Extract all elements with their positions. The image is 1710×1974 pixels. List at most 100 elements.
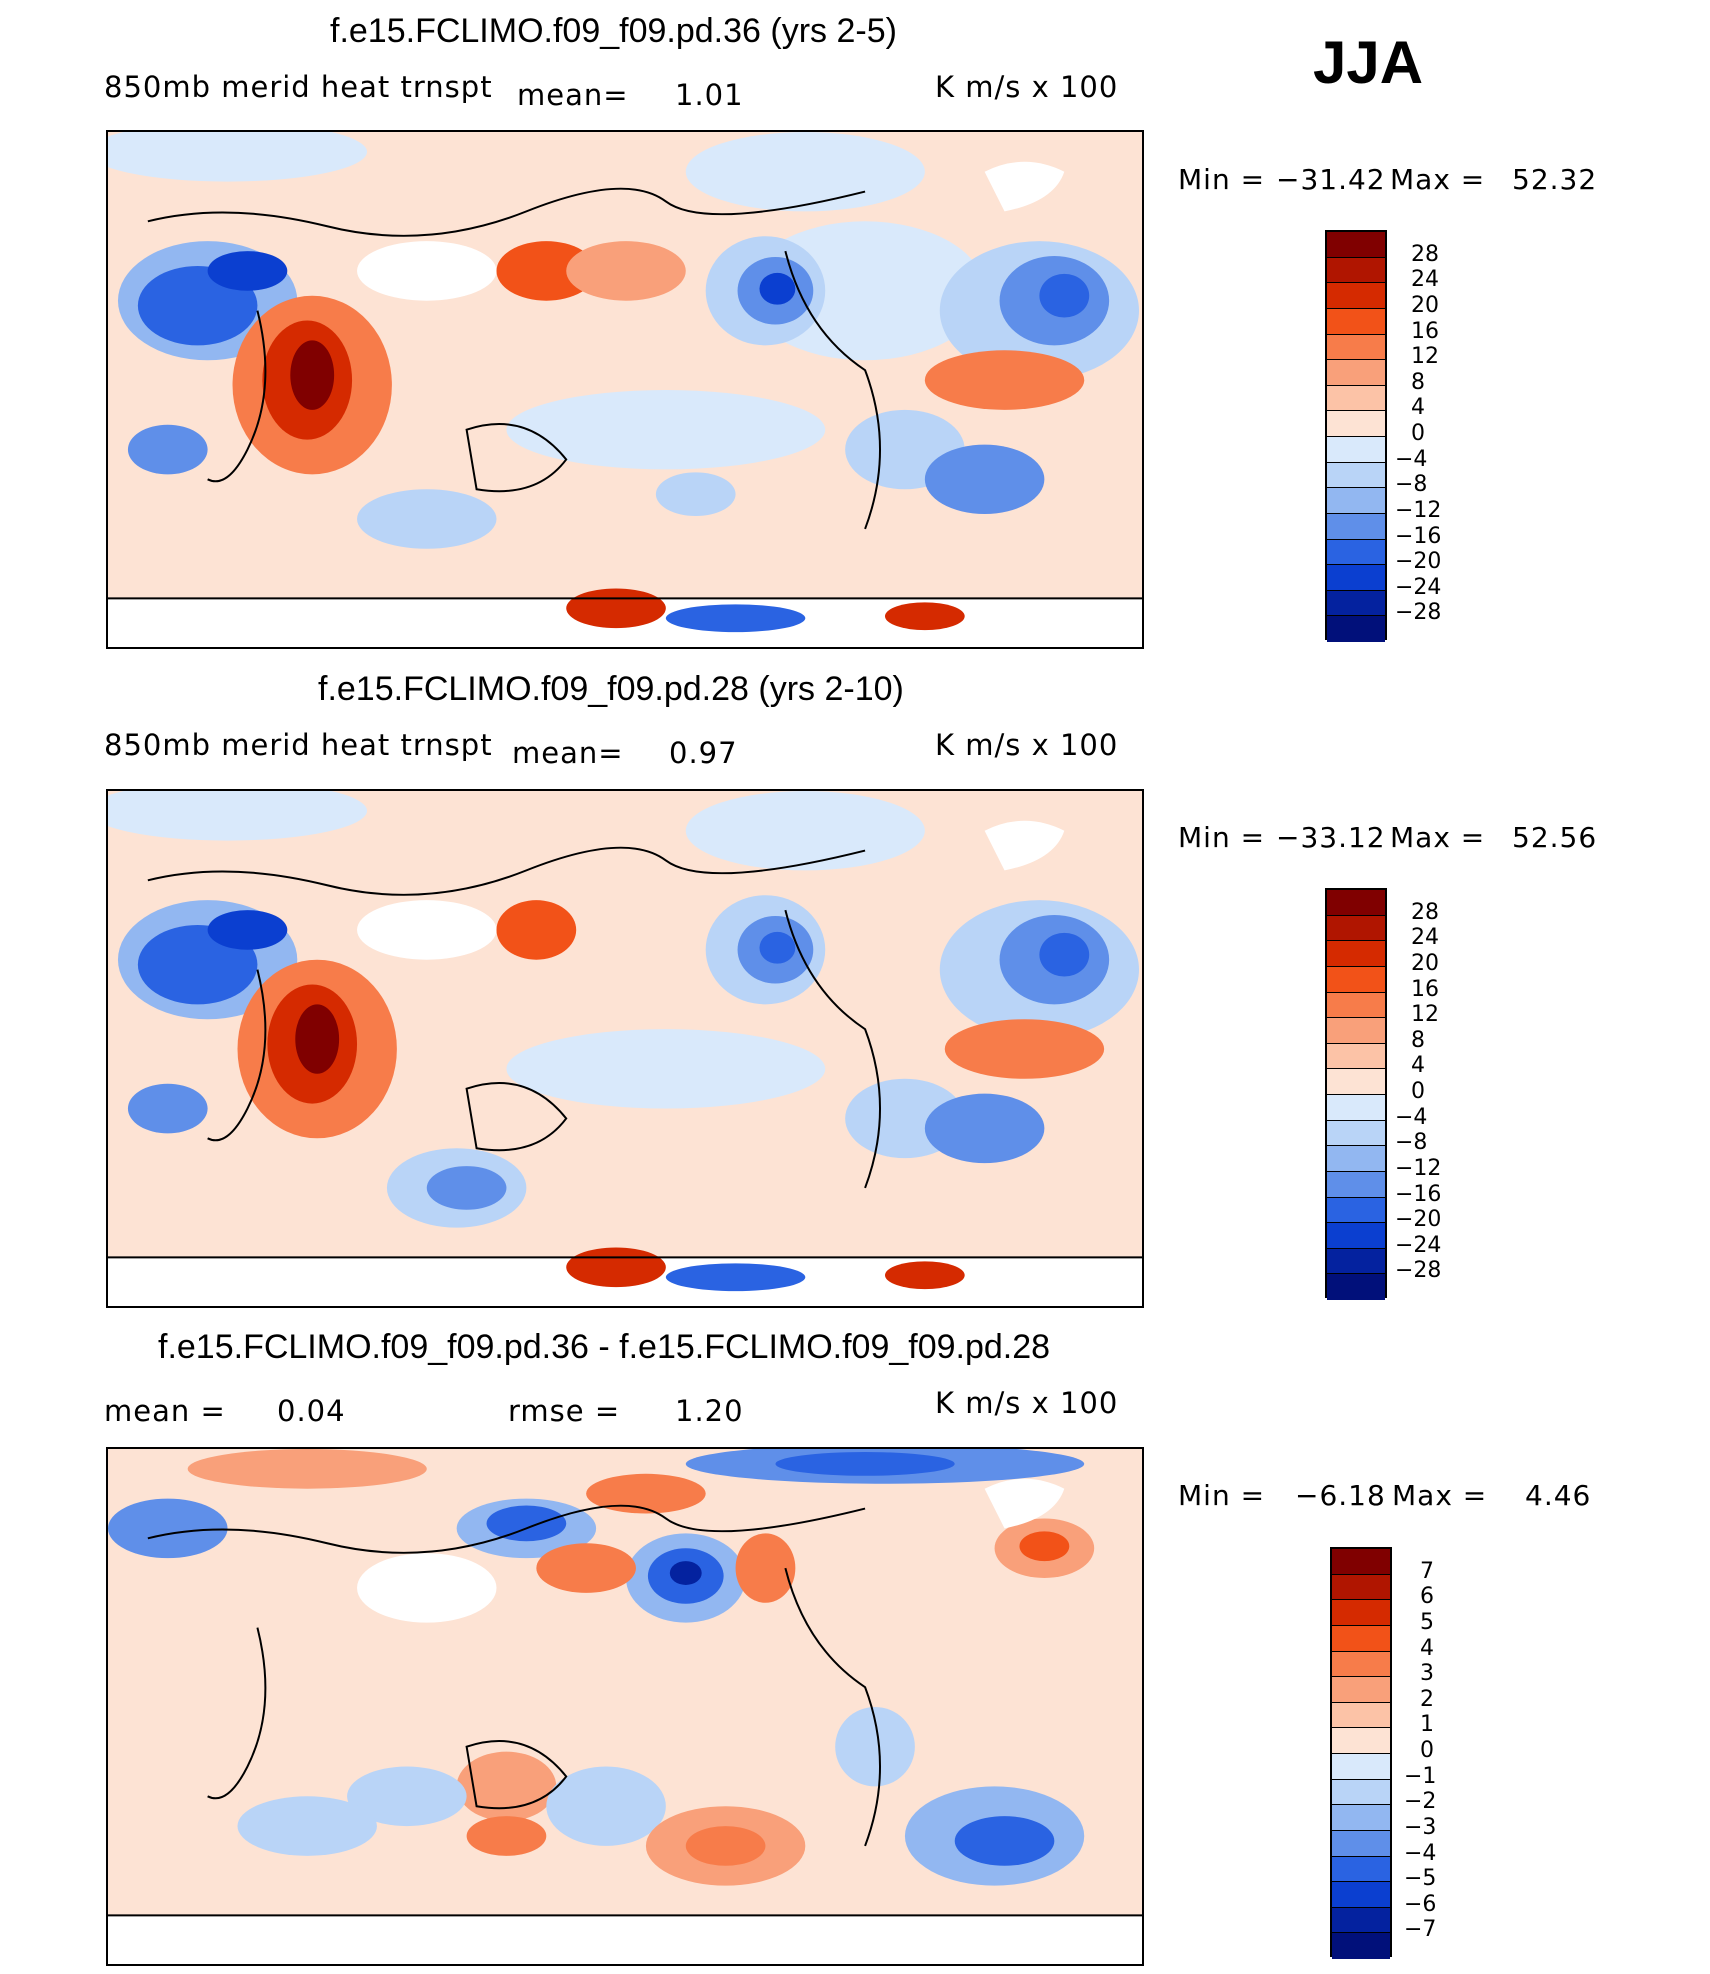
panel2-map xyxy=(106,789,1144,1308)
colorbar-swatch xyxy=(1327,616,1385,642)
colorbar-swatch xyxy=(1327,1095,1385,1121)
colorbar-swatch xyxy=(1332,1754,1390,1780)
colorbar-label: 4 xyxy=(1420,1635,1434,1661)
colorbar-label: 0 xyxy=(1411,1079,1425,1104)
panel1-min-value: −31.42 xyxy=(1276,163,1386,196)
colorbar-label: 0 xyxy=(1411,421,1425,446)
colorbar-swatch xyxy=(1327,890,1385,916)
colorbar-swatch xyxy=(1327,1274,1385,1300)
colorbar-label: 8 xyxy=(1411,1027,1425,1053)
colorbar-swatch xyxy=(1332,1805,1390,1831)
panel2-mean-label: mean= xyxy=(512,736,624,770)
colorbar-label: 7 xyxy=(1420,1558,1434,1584)
panel2-units: K m/s x 100 xyxy=(935,728,1119,762)
panel2-colorbar xyxy=(1325,888,1387,1300)
colorbar-swatch xyxy=(1332,1882,1390,1908)
colorbar-label: 2 xyxy=(1420,1686,1434,1712)
colorbar-swatch xyxy=(1327,941,1385,967)
colorbar-swatch xyxy=(1327,590,1385,617)
colorbar-swatch xyxy=(1327,360,1385,386)
colorbar-label: 20 xyxy=(1411,292,1439,318)
panel1-contour-field xyxy=(108,132,1142,647)
colorbar-swatch xyxy=(1327,1069,1385,1095)
colorbar-label: 28 xyxy=(1411,241,1439,267)
colorbar-label: −2 xyxy=(1404,1789,1437,1815)
panel1-units: K m/s x 100 xyxy=(935,70,1119,104)
panel1-mean-value: 1.01 xyxy=(675,78,744,112)
colorbar-swatch xyxy=(1327,915,1385,942)
panel3-min-value: −6.18 xyxy=(1295,1479,1386,1512)
colorbar-swatch xyxy=(1332,1549,1390,1575)
panel3-rmse-value: 1.20 xyxy=(675,1394,744,1428)
colorbar-swatch xyxy=(1327,462,1385,489)
colorbar-swatch xyxy=(1327,437,1385,463)
colorbar-label: 4 xyxy=(1411,395,1425,421)
colorbar-label: 0 xyxy=(1420,1738,1434,1763)
colorbar-label: 28 xyxy=(1411,899,1439,925)
colorbar-label: −12 xyxy=(1395,1155,1442,1181)
colorbar-swatch xyxy=(1327,1146,1385,1172)
colorbar-swatch xyxy=(1332,1574,1390,1601)
panel3-contour-field xyxy=(108,1449,1142,1964)
colorbar-label: −28 xyxy=(1395,1258,1442,1284)
panel2-min-value: −33.12 xyxy=(1276,821,1386,854)
panel1-variable: 850mb merid heat trnspt xyxy=(104,70,493,104)
panel3-mean-value: 0.04 xyxy=(277,1394,346,1428)
panel3-map xyxy=(106,1447,1144,1966)
colorbar-label: −16 xyxy=(1395,523,1442,549)
panel3-title: f.e15.FCLIMO.f09_f09.pd.36 - f.e15.FCLIM… xyxy=(158,1328,1051,1366)
colorbar-swatch xyxy=(1327,385,1385,412)
colorbar-label: −3 xyxy=(1404,1814,1437,1840)
colorbar-label: −5 xyxy=(1404,1866,1437,1892)
season-label: JJA xyxy=(1313,29,1424,96)
colorbar-label: 12 xyxy=(1411,1002,1439,1028)
colorbar-label: 6 xyxy=(1420,1584,1434,1610)
colorbar-label: −4 xyxy=(1404,1840,1437,1866)
panel3-rmse-label: rmse = xyxy=(508,1394,621,1428)
panel1-max-value: 52.32 xyxy=(1512,163,1598,196)
colorbar-swatch xyxy=(1327,1171,1385,1198)
colorbar-swatch xyxy=(1327,488,1385,514)
colorbar-swatch xyxy=(1327,283,1385,309)
colorbar-swatch xyxy=(1327,513,1385,540)
panel2-min-label: Min = xyxy=(1178,821,1266,854)
colorbar-swatch xyxy=(1332,1779,1390,1806)
colorbar-label: 1 xyxy=(1420,1712,1434,1738)
panel3-colorbar xyxy=(1330,1547,1392,1959)
colorbar-swatch xyxy=(1327,565,1385,591)
panel2-contour-field xyxy=(108,791,1142,1306)
colorbar-swatch xyxy=(1327,1018,1385,1044)
panel3-units: K m/s x 100 xyxy=(935,1386,1119,1420)
colorbar-label: −6 xyxy=(1404,1891,1437,1917)
colorbar-label: −24 xyxy=(1395,1232,1442,1258)
colorbar-label: −4 xyxy=(1395,1104,1428,1130)
colorbar-label: −24 xyxy=(1395,574,1442,600)
panel3-max-value: 4.46 xyxy=(1525,1479,1592,1512)
colorbar-swatch xyxy=(1327,334,1385,361)
panel1-mean-label: mean= xyxy=(517,78,629,112)
panel2-max-value: 52.56 xyxy=(1512,821,1598,854)
colorbar-swatch xyxy=(1332,1933,1390,1959)
panel3-mean-label: mean = xyxy=(104,1394,226,1428)
panel2-max-label: Max = xyxy=(1390,821,1486,854)
panel2-mean-value: 0.97 xyxy=(669,736,738,770)
panel1-map xyxy=(106,130,1144,649)
panel3-max-label: Max = xyxy=(1392,1479,1488,1512)
colorbar-label: 20 xyxy=(1411,950,1439,976)
colorbar-swatch xyxy=(1327,232,1385,258)
colorbar-label: −8 xyxy=(1395,1130,1428,1156)
panel1-min-label: Min = xyxy=(1178,163,1266,196)
colorbar-label: 5 xyxy=(1420,1609,1434,1635)
colorbar-label: 3 xyxy=(1420,1661,1434,1687)
colorbar-swatch xyxy=(1327,1197,1385,1224)
colorbar-label: 4 xyxy=(1411,1053,1425,1079)
colorbar-label: −8 xyxy=(1395,472,1428,498)
colorbar-swatch xyxy=(1327,1120,1385,1147)
colorbar-swatch xyxy=(1327,966,1385,993)
colorbar-swatch xyxy=(1327,257,1385,284)
panel3-min-label: Min = xyxy=(1178,1479,1266,1512)
colorbar-swatch xyxy=(1332,1625,1390,1652)
colorbar-label: 16 xyxy=(1411,976,1439,1002)
panel2-variable: 850mb merid heat trnspt xyxy=(104,728,493,762)
colorbar-swatch xyxy=(1327,411,1385,437)
